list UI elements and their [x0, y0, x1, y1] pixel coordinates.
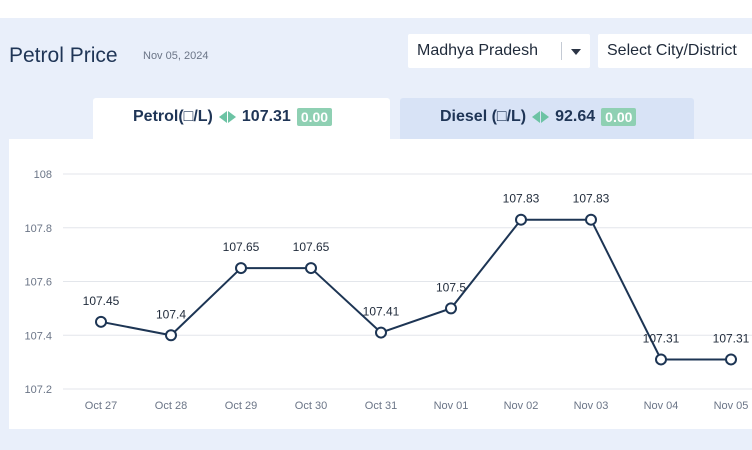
city-select-placeholder: Select City/District: [607, 42, 737, 59]
data-point: [305, 262, 317, 275]
data-point: [655, 353, 667, 366]
tab-petrol[interactable]: Petrol(□/L) 107.31 0.00: [93, 98, 390, 139]
data-label: 107.31: [713, 331, 750, 345]
data-label: 107.83: [573, 192, 610, 206]
y-tick-label: 108: [34, 169, 52, 181]
data-label: 107.45: [83, 294, 120, 308]
x-tick-label: Nov 04: [644, 400, 679, 412]
data-point: [515, 213, 527, 226]
x-tick-label: Nov 03: [574, 400, 609, 412]
tab-diesel-price: 92.64: [555, 108, 596, 125]
caret-down-icon[interactable]: [571, 49, 581, 55]
data-label: 107.4: [156, 307, 186, 321]
data-point: [585, 213, 597, 226]
data-point: [725, 353, 737, 366]
y-tick-label: 107.2: [24, 384, 52, 396]
page-title: Petrol Price: [9, 44, 118, 67]
x-tick-label: Oct 27: [85, 400, 117, 412]
data-label: 107.65: [223, 240, 260, 254]
x-tick-label: Nov 05: [714, 400, 749, 412]
state-select[interactable]: Madhya Pradesh: [408, 34, 590, 68]
price-change-arrows-icon: [532, 111, 550, 123]
state-select-value: Madhya Pradesh: [417, 42, 538, 59]
y-tick-label: 107.6: [24, 277, 52, 289]
y-tick-label: 107.4: [24, 330, 52, 342]
data-label: 107.65: [293, 240, 330, 254]
top-strip: [0, 0, 752, 18]
data-label: 107.83: [503, 192, 540, 206]
x-tick-label: Oct 28: [155, 400, 187, 412]
data-point: [165, 329, 177, 342]
tab-petrol-change-badge: 0.00: [296, 108, 333, 126]
data-point: [445, 302, 457, 315]
data-point: [95, 315, 107, 328]
x-tick-label: Nov 01: [434, 400, 469, 412]
tab-diesel-label: Diesel (□/L): [440, 108, 527, 125]
price-line-chart: 107.2 107.4 107.6 107.8 108 107.45 107.4 107.65…: [24, 169, 752, 412]
data-point: [375, 326, 387, 339]
tab-diesel-change-badge: 0.00: [601, 108, 637, 126]
tab-diesel[interactable]: Diesel (□/L) 92.64 0.00: [400, 98, 694, 139]
select-divider: [561, 42, 562, 60]
tab-petrol-label: Petrol(□/L): [133, 108, 213, 125]
data-label: 107.31: [643, 331, 680, 345]
price-chart-card: 107.2 107.4 107.6 107.8 108 107.45 107.4 107.65…: [9, 139, 752, 429]
x-tick-label: Oct 30: [295, 400, 327, 412]
price-date: Nov 05, 2024: [143, 50, 209, 62]
series-line: [100, 218, 731, 361]
y-tick-label: 107.8: [24, 223, 52, 235]
x-tick-label: Nov 02: [504, 400, 539, 412]
city-select[interactable]: Select City/District: [598, 34, 752, 68]
x-tick-label: Oct 31: [365, 400, 397, 412]
price-change-arrows-icon: [218, 111, 236, 123]
x-tick-label: Oct 29: [225, 400, 257, 412]
data-label: 107.41: [363, 305, 400, 319]
tab-petrol-price: 107.31: [241, 108, 291, 125]
data-point: [235, 262, 247, 275]
data-label: 107.5: [436, 280, 466, 294]
